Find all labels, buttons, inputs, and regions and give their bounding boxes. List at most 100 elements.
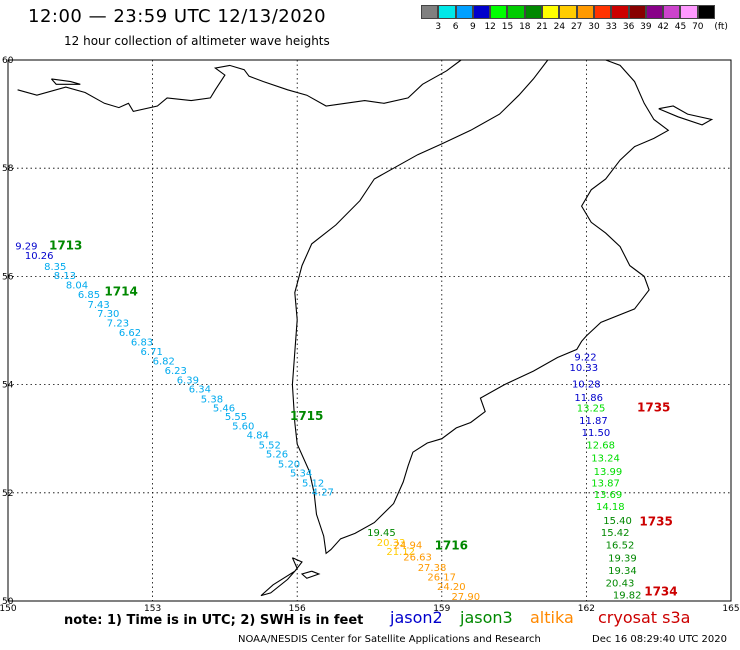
wave-height-observation: 5.46 bbox=[213, 404, 235, 415]
wave-height-observation: 5.20 bbox=[278, 459, 300, 470]
wave-height-observation: 5.52 bbox=[259, 440, 281, 451]
wave-height-observation: 15.42 bbox=[601, 528, 630, 539]
wave-height-observation: 27.90 bbox=[451, 592, 480, 603]
legend-label: 12 bbox=[484, 22, 496, 32]
pass-labels: 1713 1714 1715 1716 1735 1735 1734 bbox=[49, 238, 678, 598]
legend-label: 30 bbox=[588, 22, 600, 32]
altimeter-tracks: 9.2910.268.358.138.046.857.437.307.236.6… bbox=[15, 241, 641, 603]
wave-height-observation: 13.99 bbox=[594, 467, 623, 478]
wave-height-observation: 19.82 bbox=[613, 590, 642, 601]
legend-swatch bbox=[611, 5, 629, 19]
wave-height-observation: 20.33 bbox=[377, 538, 406, 549]
legend-label: 36 bbox=[622, 22, 635, 32]
wave-height-observation: 7.43 bbox=[88, 300, 110, 311]
wave-height-observation: 4.84 bbox=[247, 431, 269, 442]
pass-number-label: 1734 bbox=[644, 585, 677, 599]
wave-height-observation: 19.39 bbox=[608, 554, 637, 565]
wave-height-observation: 19.34 bbox=[608, 566, 637, 577]
legend-swatch bbox=[559, 5, 577, 19]
legend-label: 70 bbox=[692, 22, 704, 32]
legend-label: 18 bbox=[519, 22, 531, 32]
map-frame bbox=[7, 59, 732, 602]
legend-swatch bbox=[680, 5, 698, 19]
wave-height-observation: 12.68 bbox=[586, 440, 615, 451]
legend-swatch bbox=[507, 5, 525, 19]
wave-height-observation: 15.40 bbox=[603, 516, 632, 527]
legend-swatch bbox=[593, 5, 612, 19]
legend-label: 3 bbox=[435, 22, 442, 32]
legend-swatch bbox=[576, 5, 594, 19]
longitude-tick-label: 153 bbox=[144, 604, 161, 614]
credit-line: NOAA/NESDIS Center for Satellite Applica… bbox=[238, 634, 541, 645]
legend-label: 24 bbox=[553, 22, 566, 32]
wave-height-observation: 6.23 bbox=[165, 366, 187, 377]
legend-label: 39 bbox=[640, 22, 652, 32]
coastlines bbox=[17, 59, 714, 597]
coastline bbox=[300, 570, 321, 579]
legend-label: 27 bbox=[570, 22, 583, 32]
legend-swatch bbox=[542, 5, 560, 19]
coastline bbox=[260, 557, 303, 597]
satellite-label-jason3: jason3 bbox=[460, 608, 513, 627]
wave-height-observation: 4.27 bbox=[312, 488, 334, 499]
wave-height-observation: 9.22 bbox=[574, 352, 596, 363]
wave-height-observation: 5.55 bbox=[225, 412, 247, 423]
legend-label: 33 bbox=[605, 22, 618, 32]
legend-label: 42 bbox=[657, 22, 669, 32]
pass-number-label: 1735 bbox=[639, 514, 672, 528]
pass-number-label: 1716 bbox=[435, 539, 468, 553]
legend-labels: 3 6 9 12 15 18 21 24 27 30 33 36 39 42 45 70 (ft) bbox=[421, 22, 740, 36]
wave-height-observation: 5.34 bbox=[290, 469, 312, 480]
legend-label: 15 bbox=[501, 22, 514, 32]
wave-height-observation: 5.26 bbox=[266, 450, 288, 461]
map-grid bbox=[8, 60, 731, 601]
pass-number-label: 1715 bbox=[290, 409, 323, 423]
legend-swatch bbox=[663, 5, 681, 19]
longitude-tick-label: 159 bbox=[433, 604, 450, 614]
legend-swatch bbox=[524, 5, 543, 19]
wave-height-observation: 6.62 bbox=[119, 328, 141, 339]
legend-swatch bbox=[472, 5, 491, 19]
wave-height-observation: 6.82 bbox=[153, 357, 175, 368]
generated-timestamp: Dec 16 08:29:40 UTC 2020 bbox=[592, 634, 727, 645]
legend-swatch bbox=[455, 5, 473, 19]
wave-height-observation: 10.28 bbox=[572, 379, 601, 390]
wave-height-observation: 24.20 bbox=[437, 582, 466, 593]
legend-swatch bbox=[645, 5, 664, 19]
legend-label: 6 bbox=[452, 22, 459, 32]
wave-height-observation: 6.85 bbox=[78, 290, 100, 301]
legend-swatch bbox=[438, 5, 456, 19]
pass-number-label: 1714 bbox=[104, 284, 137, 298]
satellite-label-altika: altika bbox=[530, 608, 574, 627]
legend-label: 9 bbox=[470, 22, 476, 32]
wave-height-observation: 6.39 bbox=[177, 376, 199, 387]
coastline bbox=[658, 105, 714, 126]
wave-height-observation: 5.12 bbox=[302, 478, 324, 489]
wave-height-observation: 8.35 bbox=[44, 262, 66, 273]
coastline bbox=[50, 78, 81, 85]
coastline bbox=[17, 59, 462, 113]
wave-height-observation: 5.60 bbox=[232, 422, 254, 433]
wave-height-observation: 24.94 bbox=[394, 541, 423, 552]
wave-height-observation: 13.25 bbox=[577, 404, 606, 415]
legend-swatch bbox=[490, 5, 508, 19]
wave-height-observation: 8.13 bbox=[54, 271, 76, 282]
legend-label: (ft) bbox=[714, 22, 728, 32]
legend-swatch bbox=[628, 5, 646, 19]
wave-height-observation: 10.33 bbox=[570, 363, 599, 374]
wave-height-observation: 26.63 bbox=[403, 552, 432, 563]
wave-height-observation: 13.24 bbox=[591, 453, 620, 464]
legend-swatch bbox=[421, 5, 439, 19]
wave-height-observation: 8.04 bbox=[66, 280, 88, 291]
wave-height-observation: 9.29 bbox=[15, 241, 37, 252]
wave-height-legend: 3 6 9 12 15 18 21 24 27 30 33 36 39 42 45 70 (ft) bbox=[421, 5, 728, 32]
wave-height-observation: 11.50 bbox=[582, 428, 611, 439]
wave-height-observation: 6.83 bbox=[131, 338, 153, 349]
wave-height-observation: 26.17 bbox=[427, 572, 456, 583]
wave-height-observation: 11.86 bbox=[574, 393, 603, 404]
satellite-label-jason2: jason2 bbox=[390, 608, 443, 627]
wave-height-observation: 13.69 bbox=[594, 490, 623, 501]
footer-note: note: 1) Time is in UTC; 2) SWH is in fe… bbox=[64, 613, 364, 628]
longitude-tick-label: 165 bbox=[722, 604, 739, 614]
legend-color-scale bbox=[421, 5, 716, 19]
